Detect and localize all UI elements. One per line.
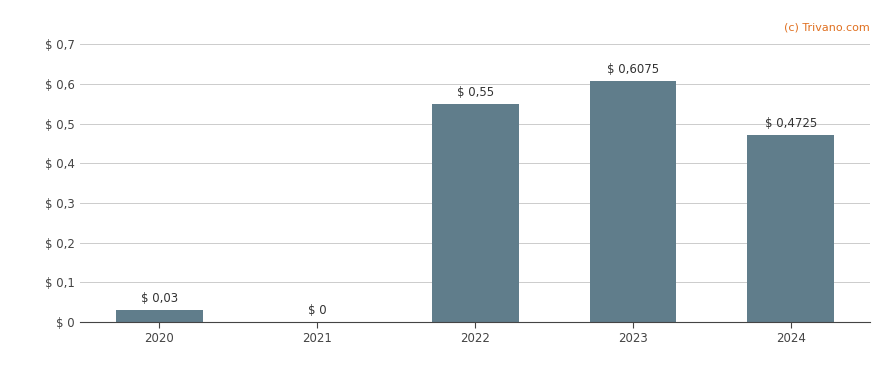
Bar [432,104,519,322]
Bar [115,310,202,322]
Text: (c) Trivano.com: (c) Trivano.com [784,22,870,32]
Bar [748,135,835,322]
Text: $ 0,6075: $ 0,6075 [607,63,659,76]
Text: $ 0,03: $ 0,03 [140,292,178,305]
Text: $ 0: $ 0 [308,304,327,317]
Text: $ 0,55: $ 0,55 [456,86,494,99]
Text: $ 0,4725: $ 0,4725 [765,117,817,130]
Bar [590,81,677,322]
